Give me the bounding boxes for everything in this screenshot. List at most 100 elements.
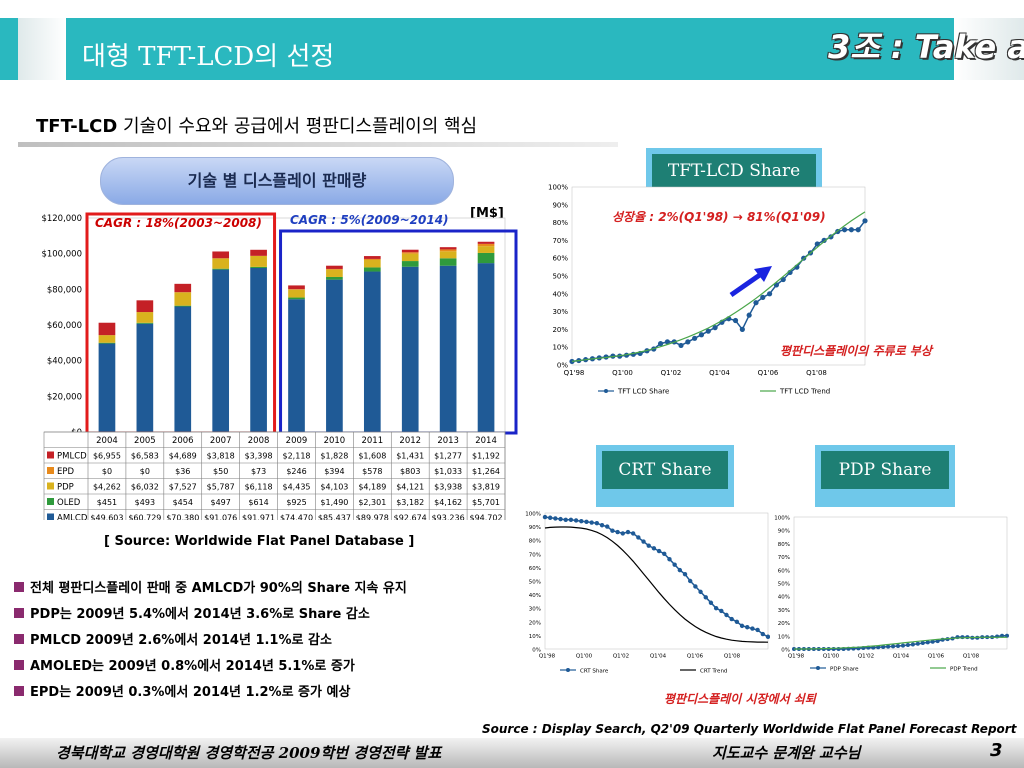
data-point (760, 294, 766, 300)
data-point (705, 328, 711, 334)
x-tick-label: Q1'98 (788, 654, 805, 660)
bar-segment-pdp (363, 259, 381, 268)
legend-marker (566, 668, 570, 672)
y-tick-label: 30% (529, 607, 541, 613)
table-cell: $497 (211, 498, 231, 507)
table-cell: $0 (102, 467, 112, 476)
unit-label: [M$] (470, 206, 504, 221)
table-cell: $4,262 (93, 483, 121, 492)
bar-segment-epd (363, 258, 381, 260)
data-point (579, 518, 584, 524)
data-point (719, 608, 724, 614)
footer-left: 경북대학교 경영대학원 경영학전공 2009학번 경영전략 발표 (56, 744, 442, 762)
legend-label: AMLCD (57, 514, 88, 521)
data-point (584, 519, 589, 525)
table-cell: $0 (140, 467, 150, 476)
bar-segment-amlcd (477, 263, 495, 432)
bar-segment-epd (326, 268, 343, 270)
bar-segment-oled (326, 276, 343, 280)
table-cell: $60,729 (128, 514, 161, 521)
y-tick-label: 50% (778, 582, 790, 588)
data-point (685, 339, 691, 345)
bar-segment-pdp (326, 269, 343, 277)
crt-share-label: CRT Share (602, 451, 728, 489)
y-tick-label: 80% (529, 539, 541, 545)
data-point (558, 516, 563, 522)
bullet-item: PMLCD 2009년 2.6%에서 2014년 1.1%로 감소 (14, 628, 407, 654)
bar-segment-pdp (250, 255, 267, 267)
decline-note: 평판디스플레이 시장에서 쇠퇴 (664, 692, 816, 706)
table-cell: $91,076 (204, 514, 237, 521)
table-cell: $451 (97, 498, 117, 507)
legend-label: PDP Trend (950, 667, 978, 673)
table-cell: $493 (135, 498, 155, 507)
data-point (753, 300, 759, 306)
x-tick-label: 2014 (475, 436, 497, 446)
bar-segment-oled (212, 268, 230, 270)
chart-heading-pill: 기술 별 디스플레이 판매량 (100, 157, 454, 205)
x-tick-label: Q1'06 (928, 654, 945, 660)
x-tick-label: Q1'02 (613, 654, 629, 660)
table-cell: $246 (286, 467, 306, 476)
bar-segment-oled (401, 261, 419, 267)
data-point (542, 514, 548, 520)
table-cell: $36 (175, 467, 190, 476)
legend-swatch-oled (47, 498, 54, 505)
data-point (881, 645, 886, 650)
y-tick-label: 100% (548, 184, 568, 192)
x-tick-label: Q1'06 (758, 369, 779, 377)
data-point (682, 572, 688, 577)
data-point (862, 218, 868, 224)
y-tick-label: 60% (529, 566, 541, 572)
bar-segment-epd (401, 252, 419, 254)
bar-segment-amlcd (439, 265, 457, 432)
legend-label: PMLCD (57, 452, 87, 462)
pdp-share-label: PDP Share (821, 451, 949, 489)
cagr-label-2003-2008: CAGR : 18%(2003~2008) (95, 216, 262, 230)
table-cell: $3,398 (245, 452, 273, 461)
data-table (43, 431, 506, 520)
tft-share-label: TFT-LCD Share (652, 154, 816, 188)
data-point (760, 631, 766, 637)
table-cell: $3,818 (207, 452, 235, 461)
data-point (692, 335, 698, 341)
table-cell: $1,608 (358, 452, 386, 461)
slide-title: 대형 TFT-LCD의 선정 (82, 42, 335, 72)
bar-segment-pdp (401, 253, 419, 262)
y-tick-label: 90% (529, 525, 541, 531)
y-tick-label: 60% (778, 568, 790, 574)
y-tick-label: 100% (525, 512, 541, 518)
legend-swatch-epd (47, 467, 54, 474)
table-cell: $6,955 (93, 452, 121, 461)
data-point (745, 625, 750, 630)
y-tick-label: 50% (552, 273, 568, 281)
table-cell: $4,162 (434, 498, 462, 507)
table-cell: $4,689 (169, 452, 197, 461)
bar-segment-amlcd (363, 271, 381, 432)
table-cell: $73 (251, 467, 266, 476)
legend-label: PDP (57, 483, 74, 493)
data-point (960, 635, 965, 640)
y-tick-label: $60,000 (47, 321, 82, 331)
y-tick-label: 50% (529, 580, 541, 586)
bullet-text: AMOLED는 2009년 0.8%에서 2014년 5.1%로 증가 (30, 659, 355, 674)
bar-segment-amlcd (174, 306, 192, 432)
data-point (876, 645, 881, 650)
data-point (693, 584, 698, 589)
table-cell: $91,971 (242, 514, 275, 521)
series-line-tft-lcd-trend (571, 211, 866, 362)
x-tick-label: 2012 (399, 436, 421, 446)
data-point (767, 291, 773, 297)
table-cell: $6,032 (131, 483, 159, 492)
bar-segment-amlcd (98, 343, 116, 432)
source-right: Source : Display Search, Q2'09 Quarterly… (482, 722, 1017, 736)
pdp-share-chart: 0% 10% 20% 30% 40% 50% 60% 70% 80% 90% 100% Q1'98 Q1… (774, 516, 1009, 673)
bar-segment-pmlcd (250, 249, 267, 256)
data-point (915, 641, 920, 646)
pdp-share-label-box: PDP Share (815, 445, 955, 507)
bar-segment-pdp (212, 258, 230, 269)
y-tick-label: $120,000 (41, 214, 82, 224)
table-cell: $1,264 (472, 467, 500, 476)
bar-segment-oled (98, 342, 116, 344)
y-tick-label: 80% (778, 542, 790, 548)
